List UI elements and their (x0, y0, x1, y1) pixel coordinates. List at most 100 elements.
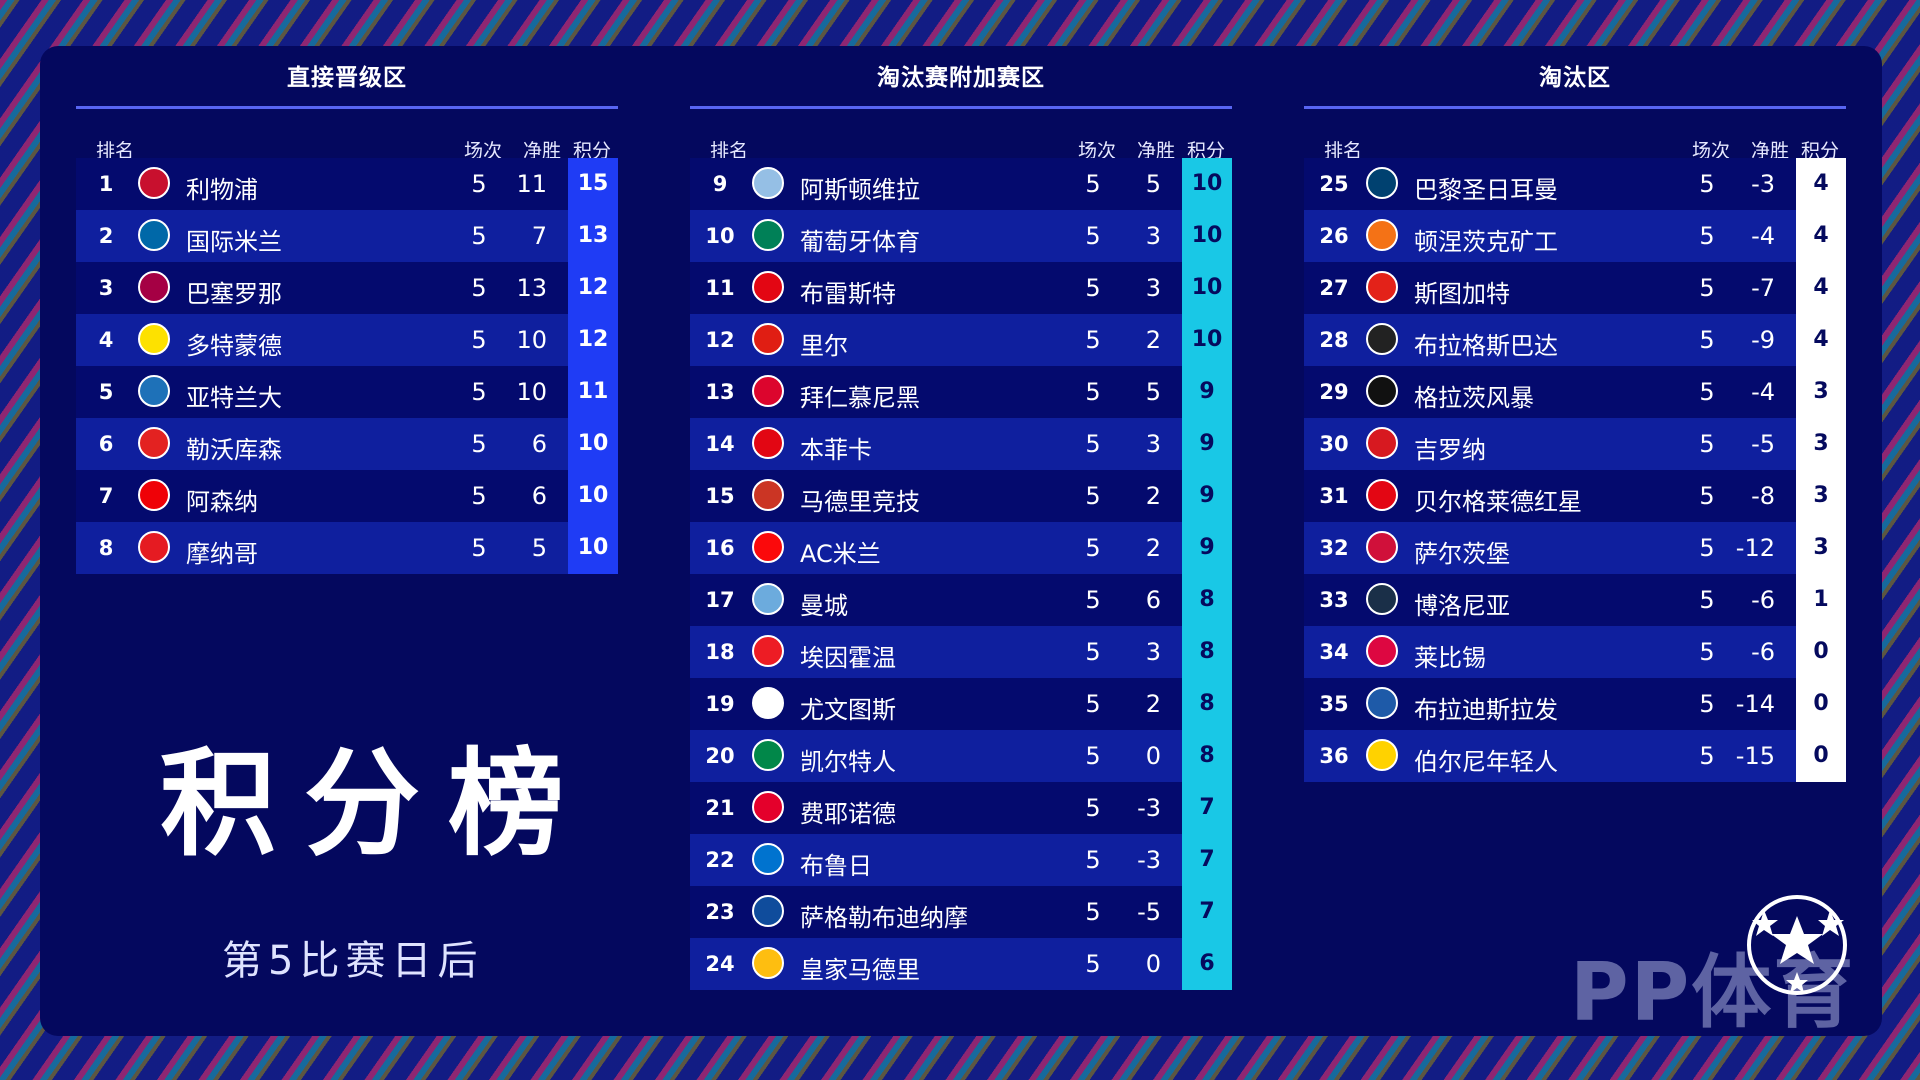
table-row[interactable]: 17 曼城 5 6 8 (690, 574, 1232, 626)
table-row[interactable]: 15 马德里竞技 5 2 9 (690, 470, 1232, 522)
rank-cell: 3 (98, 276, 114, 300)
played-cell: 5 (1085, 326, 1101, 354)
table-row[interactable]: 12 里尔 5 2 10 (690, 314, 1232, 366)
atletico-crest-icon (752, 479, 784, 511)
rank-cell: 5 (98, 380, 114, 404)
table-row[interactable]: 7 阿森纳 5 6 10 (76, 470, 618, 522)
team-name: 尤文图斯 (800, 696, 896, 724)
goal-difference-cell: -5 (1751, 430, 1775, 458)
played-cell: 5 (471, 378, 487, 406)
team-name: 皇家马德里 (800, 956, 920, 984)
rank-cell: 7 (98, 484, 114, 508)
goal-difference-cell: 3 (1145, 638, 1161, 666)
club-brugge-crest-icon (752, 843, 784, 875)
table-row[interactable]: 9 阿斯顿维拉 5 5 10 (690, 158, 1232, 210)
goal-difference-cell: -3 (1751, 170, 1775, 198)
table-row[interactable]: 6 勒沃库森 5 6 10 (76, 418, 618, 470)
table-row[interactable]: 1 利物浦 5 11 15 (76, 158, 618, 210)
sporting-crest-icon (752, 219, 784, 251)
stuttgart-crest-icon (1366, 271, 1398, 303)
played-cell: 5 (1085, 846, 1101, 874)
liverpool-crest-icon (138, 167, 170, 199)
points-cell: 9 (1182, 366, 1232, 418)
psg-crest-icon (1366, 167, 1398, 199)
rank-cell: 28 (1319, 328, 1349, 352)
played-cell: 5 (1699, 482, 1715, 510)
table-row[interactable]: 33 博洛尼亚 5 -6 1 (1304, 574, 1846, 626)
table-row[interactable]: 19 尤文图斯 5 2 8 (690, 678, 1232, 730)
goal-difference-cell: 6 (1145, 586, 1161, 614)
rank-cell: 9 (712, 172, 728, 196)
points-cell: 11 (568, 366, 618, 418)
played-cell: 5 (1085, 482, 1101, 510)
table-row[interactable]: 31 贝尔格莱德红星 5 -8 3 (1304, 470, 1846, 522)
dinamo-zagreb-crest-icon (752, 895, 784, 927)
leverkusen-crest-icon (138, 427, 170, 459)
played-cell: 5 (1699, 742, 1715, 770)
team-name: 利物浦 (186, 176, 258, 204)
table-row[interactable]: 30 吉罗纳 5 -5 3 (1304, 418, 1846, 470)
table-row[interactable]: 27 斯图加特 5 -7 4 (1304, 262, 1846, 314)
table-row[interactable]: 11 布雷斯特 5 3 10 (690, 262, 1232, 314)
played-cell: 5 (471, 274, 487, 302)
dortmund-crest-icon (138, 323, 170, 355)
goal-difference-cell: -7 (1751, 274, 1775, 302)
rank-cell: 10 (705, 224, 735, 248)
team-name: 布雷斯特 (800, 280, 896, 308)
table-row[interactable]: 28 布拉格斯巴达 5 -9 4 (1304, 314, 1846, 366)
table-row[interactable]: 10 葡萄牙体育 5 3 10 (690, 210, 1232, 262)
played-cell: 5 (471, 222, 487, 250)
team-name: 拜仁慕尼黑 (800, 384, 920, 412)
table-row[interactable]: 18 埃因霍温 5 3 8 (690, 626, 1232, 678)
table-row[interactable]: 13 拜仁慕尼黑 5 5 9 (690, 366, 1232, 418)
header-points: 积分 (1801, 140, 1840, 162)
goal-difference-cell: 7 (531, 222, 547, 250)
table-row[interactable]: 24 皇家马德里 5 0 6 (690, 938, 1232, 990)
played-cell: 5 (471, 326, 487, 354)
table-row[interactable]: 21 费耶诺德 5 -3 7 (690, 782, 1232, 834)
table-row[interactable]: 35 布拉迪斯拉发 5 -14 0 (1304, 678, 1846, 730)
points-cell: 10 (568, 470, 618, 522)
header-rank: 排名 (710, 140, 749, 162)
table-row[interactable]: 25 巴黎圣日耳曼 5 -3 4 (1304, 158, 1846, 210)
slovan-bratislava-crest-icon (1366, 687, 1398, 719)
table-row[interactable]: 4 多特蒙德 5 10 12 (76, 314, 618, 366)
feyenoord-crest-icon (752, 791, 784, 823)
played-cell: 5 (1699, 326, 1715, 354)
goal-difference-cell: 3 (1145, 430, 1161, 458)
rank-cell: 2 (98, 224, 114, 248)
goal-difference-cell: 3 (1145, 222, 1161, 250)
table-row[interactable]: 36 伯尔尼年轻人 5 -15 0 (1304, 730, 1846, 782)
points-cell: 0 (1796, 730, 1846, 782)
team-name: 凯尔特人 (800, 748, 896, 776)
header-played: 场次 (1692, 140, 1731, 162)
table-row[interactable]: 22 布鲁日 5 -3 7 (690, 834, 1232, 886)
goal-difference-cell: -4 (1751, 378, 1775, 406)
table-row[interactable]: 34 莱比锡 5 -6 0 (1304, 626, 1846, 678)
table-row[interactable]: 20 凯尔特人 5 0 8 (690, 730, 1232, 782)
ac-milan-crest-icon (752, 531, 784, 563)
points-cell: 3 (1796, 418, 1846, 470)
points-cell: 13 (568, 210, 618, 262)
section-title: 淘汰区 (1539, 65, 1611, 91)
played-cell: 5 (1699, 274, 1715, 302)
table-row[interactable]: 3 巴塞罗那 5 13 12 (76, 262, 618, 314)
table-row[interactable]: 2 国际米兰 5 7 13 (76, 210, 618, 262)
team-name: 马德里竞技 (800, 488, 920, 516)
played-cell: 5 (1085, 274, 1101, 302)
table-row[interactable]: 23 萨格勒布迪纳摩 5 -5 7 (690, 886, 1232, 938)
table-row[interactable]: 29 格拉茨风暴 5 -4 3 (1304, 366, 1846, 418)
table-row[interactable]: 16 AC米兰 5 2 9 (690, 522, 1232, 574)
team-name: 阿森纳 (186, 488, 258, 516)
inter-crest-icon (138, 219, 170, 251)
rank-cell: 15 (705, 484, 735, 508)
table-row[interactable]: 8 摩纳哥 5 5 10 (76, 522, 618, 574)
team-name: 格拉茨风暴 (1414, 384, 1534, 412)
table-row[interactable]: 5 亚特兰大 5 10 11 (76, 366, 618, 418)
team-name: 萨尔茨堡 (1414, 540, 1510, 568)
table-row[interactable]: 32 萨尔茨堡 5 -12 3 (1304, 522, 1846, 574)
section-divider (1304, 106, 1846, 109)
table-row[interactable]: 26 顿涅茨克矿工 5 -4 4 (1304, 210, 1846, 262)
goal-difference-cell: 2 (1145, 534, 1161, 562)
table-row[interactable]: 14 本菲卡 5 3 9 (690, 418, 1232, 470)
